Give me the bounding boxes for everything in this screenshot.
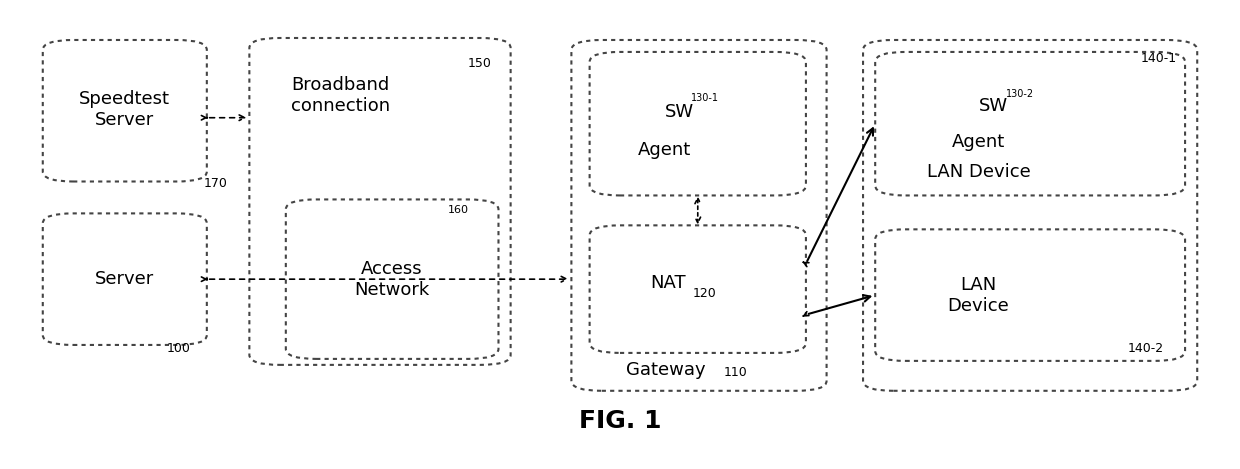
Text: NAT: NAT [650,274,686,292]
Text: LAN
Device: LAN Device [947,276,1009,315]
FancyBboxPatch shape [589,52,806,196]
Text: 160: 160 [448,205,469,215]
Text: 150: 150 [467,57,492,70]
Text: Agent: Agent [952,133,1006,151]
Text: Gateway: Gateway [626,361,706,379]
Text: 140-1: 140-1 [1141,52,1177,65]
Text: Speedtest
Server: Speedtest Server [78,91,170,129]
FancyBboxPatch shape [42,40,207,182]
Text: Agent: Agent [639,141,692,159]
FancyBboxPatch shape [863,40,1197,391]
Text: 110: 110 [723,366,746,379]
Text: 130-1: 130-1 [691,93,718,103]
Text: SW: SW [978,97,1008,115]
Text: 120: 120 [693,287,717,300]
Text: 100: 100 [166,342,191,355]
FancyBboxPatch shape [285,199,498,359]
FancyBboxPatch shape [249,38,511,365]
FancyBboxPatch shape [589,226,806,353]
Text: 170: 170 [203,177,227,190]
Text: Server: Server [94,270,154,288]
FancyBboxPatch shape [572,40,827,391]
Text: 130-2: 130-2 [1007,89,1034,99]
Text: Broadband
connection: Broadband connection [291,76,391,115]
Text: Access
Network: Access Network [353,260,429,299]
Text: FIG. 1: FIG. 1 [579,408,661,432]
Text: LAN Device: LAN Device [926,163,1030,181]
FancyBboxPatch shape [875,229,1185,361]
Text: SW: SW [665,103,694,121]
FancyBboxPatch shape [875,52,1185,196]
Text: 140-2: 140-2 [1128,342,1164,355]
FancyBboxPatch shape [42,213,207,345]
